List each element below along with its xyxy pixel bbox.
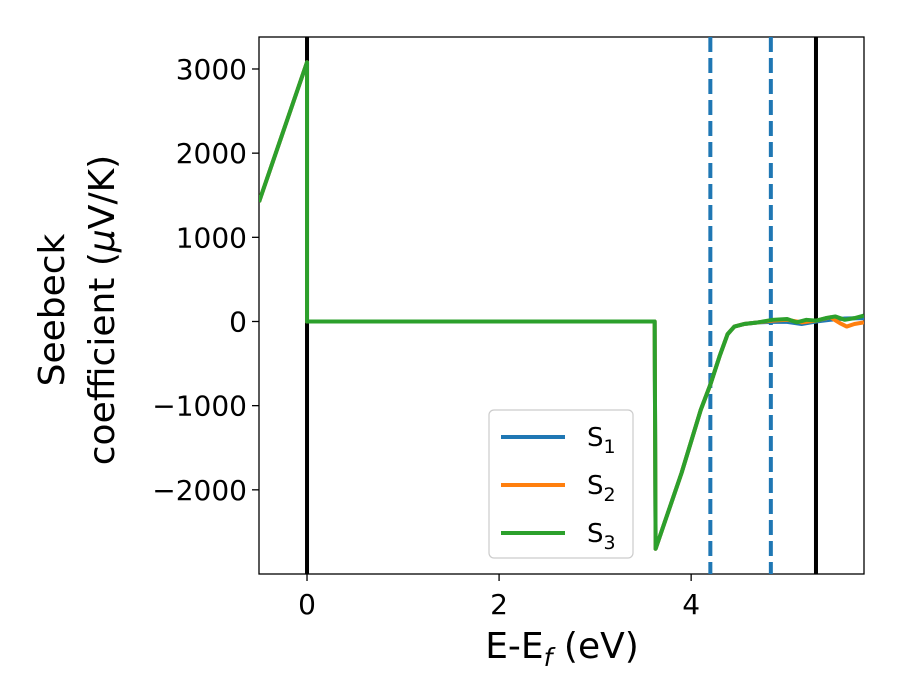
- x-tick-label: 2: [490, 588, 508, 621]
- y-tick-label: −2000: [152, 474, 247, 507]
- x-tick-label: 4: [682, 588, 700, 621]
- y-tick-label: 3000: [176, 53, 247, 86]
- legend-label-s1: S1: [587, 423, 616, 458]
- y-axis-title: Seebeck coefficient (μV/K): [32, 155, 123, 465]
- y-tick-label: −1000: [152, 390, 247, 423]
- x-axis-ticks: 0 2 4: [298, 574, 700, 621]
- y-tick-label: 2000: [176, 137, 247, 170]
- y-axis-title-line2: coefficient (μV/K): [82, 155, 123, 465]
- x-tick-label: 0: [298, 588, 316, 621]
- series-layer: [259, 60, 864, 551]
- y-axis-ticks: −2000 −1000 0 1000 2000 3000: [152, 53, 259, 507]
- legend-label-s2: S2: [587, 471, 616, 506]
- legend: S1 S2 S3: [488, 409, 634, 559]
- y-axis-title-line1: Seebeck: [32, 233, 73, 386]
- plot-area-frame: [258, 36, 865, 575]
- series-line-s3: [259, 60, 864, 551]
- x-axis-title: E-Ef (eV): [485, 626, 639, 672]
- y-tick-label: 0: [229, 305, 247, 338]
- y-tick-label: 1000: [176, 221, 247, 254]
- legend-label-s3: S3: [587, 519, 616, 554]
